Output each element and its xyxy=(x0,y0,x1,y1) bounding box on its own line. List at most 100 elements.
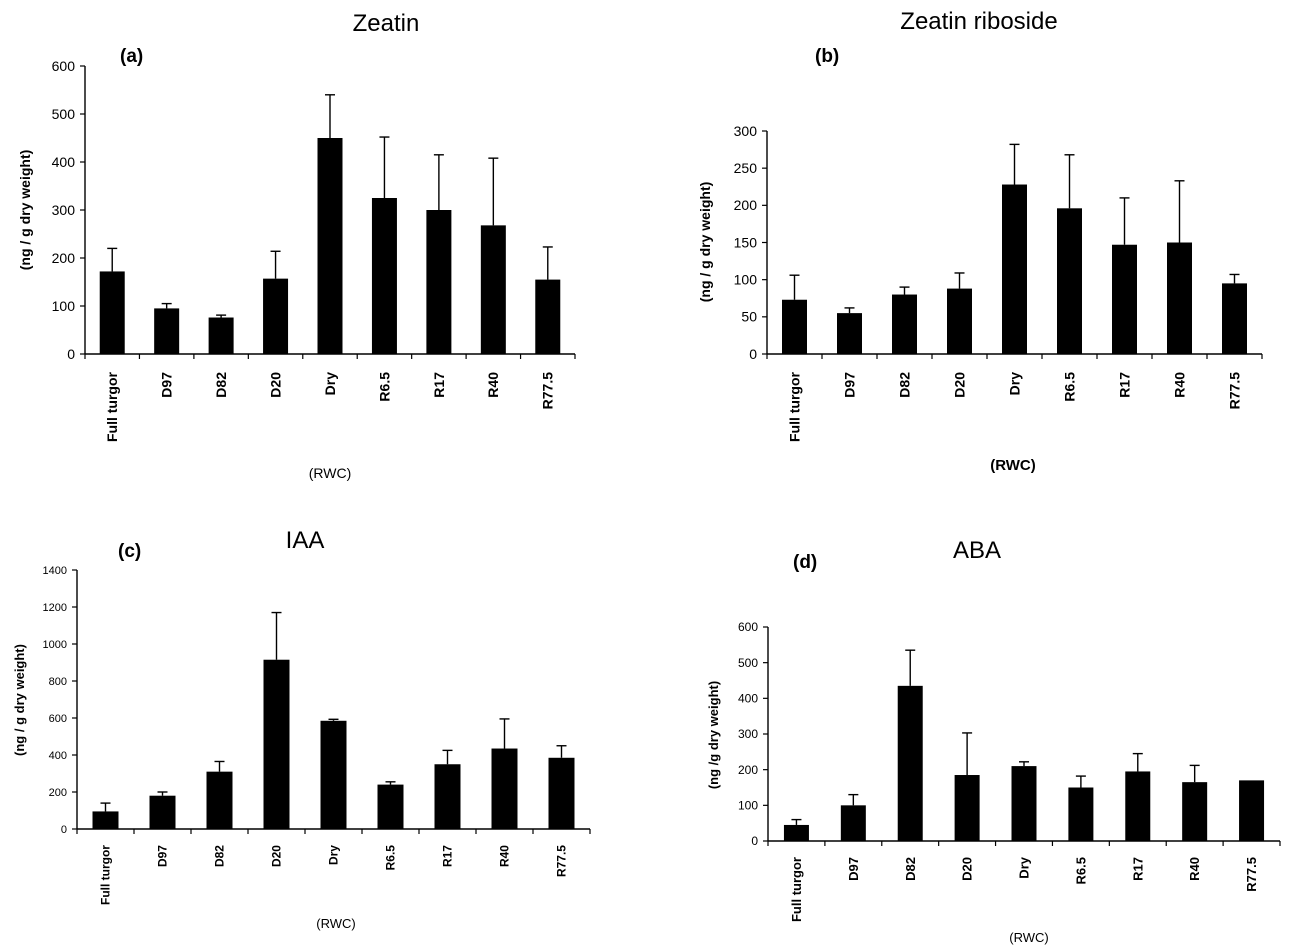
bar xyxy=(99,271,125,354)
bar xyxy=(377,784,404,829)
y-tick-label: 300 xyxy=(734,123,758,139)
bar xyxy=(954,775,980,841)
bar xyxy=(1182,782,1208,841)
plot-area: 0 200 400 600 800 1000 1200 1400 Full turgor D97 D… xyxy=(43,565,591,905)
x-tick-label: D97 xyxy=(159,372,175,398)
y-tick-label: 250 xyxy=(734,160,758,176)
y-tick-label: 500 xyxy=(738,656,758,670)
y-tick-label: 50 xyxy=(741,309,757,325)
x-tick-label: D20 xyxy=(960,857,975,881)
x-tick-label: D97 xyxy=(846,857,861,881)
x-tick-label: D82 xyxy=(903,857,918,881)
y-tick-label: 600 xyxy=(738,620,758,634)
y-tick-label: 0 xyxy=(751,834,758,848)
y-tick-label: 150 xyxy=(734,234,758,250)
x-tick-label: R77.5 xyxy=(555,845,569,877)
y-tick-label: 400 xyxy=(52,154,76,170)
chart-panel-a: Zeatin (a) (ng / g dry weight) (RWC) 0 10… xyxy=(17,10,576,481)
bar xyxy=(263,659,290,829)
panel-label: (c) xyxy=(118,541,141,562)
chart-panel-b: Zeatin riboside (b) (ng / g dry weight) … xyxy=(697,8,1263,474)
bar xyxy=(320,720,347,829)
plot-area: 0 100 200 300 400 500 600 Full turgor D97 D82 D20 D… xyxy=(738,620,1281,922)
bar xyxy=(892,294,917,354)
bar xyxy=(1057,208,1082,354)
y-tick-label: 200 xyxy=(49,787,67,799)
bar xyxy=(491,748,518,829)
x-axis-label: (RWC) xyxy=(1009,930,1048,945)
x-axis-label: (RWC) xyxy=(316,916,355,931)
x-tick-label: D20 xyxy=(267,372,283,398)
bar xyxy=(783,824,809,841)
y-axis-label: (ng / g dry weight) xyxy=(17,150,33,271)
x-tick-label: R17 xyxy=(1130,857,1145,881)
x-axis-label: (RWC) xyxy=(309,465,352,481)
x-tick-label: Full turgor xyxy=(99,845,113,905)
bar xyxy=(1068,787,1094,841)
bar xyxy=(1222,283,1247,354)
x-tick-label: D97 xyxy=(841,372,857,398)
bar xyxy=(535,279,561,354)
chart-title: IAA xyxy=(286,527,325,554)
chart-panel-c: IAA (c) (ng / g dry weight) (RWC) 0 200 40… xyxy=(12,527,591,931)
y-tick-label: 200 xyxy=(734,197,758,213)
y-axis-label: (ng /g dry weight) xyxy=(706,681,721,789)
bar xyxy=(837,313,862,354)
panel-label: (d) xyxy=(793,552,817,573)
x-tick-label: R6.5 xyxy=(376,372,392,402)
x-tick-label: R40 xyxy=(1171,372,1187,398)
chart-title: Zeatin xyxy=(353,10,420,37)
bar xyxy=(1239,780,1265,841)
y-tick-label: 100 xyxy=(734,272,758,288)
x-tick-label: D82 xyxy=(213,845,227,867)
y-axis-label: (ng / g dry weight) xyxy=(12,644,27,756)
bar xyxy=(548,757,575,829)
bar xyxy=(206,771,233,829)
bar xyxy=(263,278,289,354)
x-tick-label: Dry xyxy=(322,372,338,396)
x-tick-label: D97 xyxy=(156,845,170,867)
bar xyxy=(782,299,807,354)
chart-title: ABA xyxy=(953,537,1001,564)
x-tick-label: D82 xyxy=(213,372,229,398)
bar xyxy=(1112,244,1137,354)
y-tick-label: 400 xyxy=(738,692,758,706)
chart-title: Zeatin riboside xyxy=(900,8,1057,35)
y-tick-label: 100 xyxy=(52,298,76,314)
y-tick-label: 600 xyxy=(52,58,76,74)
bar xyxy=(1125,771,1151,841)
bar xyxy=(947,288,972,354)
x-tick-label: R77.5 xyxy=(1226,372,1242,410)
plot-area: 0 100 200 300 400 500 600 Full turgor D97 D82 D20 D… xyxy=(52,58,576,442)
y-tick-label: 800 xyxy=(49,676,67,688)
panel-label: (a) xyxy=(120,46,143,67)
y-tick-label: 300 xyxy=(738,727,758,741)
bar xyxy=(1167,242,1192,354)
y-axis-label: (ng / g dry weight) xyxy=(697,182,713,303)
bar xyxy=(840,805,866,841)
y-tick-label: 1400 xyxy=(43,565,67,577)
bar xyxy=(149,795,176,829)
bar xyxy=(1011,766,1037,841)
x-tick-label: D20 xyxy=(270,845,284,867)
x-tick-label: Full turgor xyxy=(789,857,804,922)
bar xyxy=(317,138,343,354)
x-tick-label: R40 xyxy=(498,845,512,867)
y-tick-label: 0 xyxy=(61,824,67,836)
bar xyxy=(92,811,119,829)
bar xyxy=(480,225,506,354)
y-tick-label: 1200 xyxy=(43,602,67,614)
bar xyxy=(434,764,461,829)
panel-label: (b) xyxy=(815,46,839,67)
y-tick-label: 200 xyxy=(52,250,76,266)
bar xyxy=(426,210,452,354)
bar xyxy=(1002,184,1027,354)
x-tick-label: Full turgor xyxy=(104,371,120,442)
x-tick-label: R17 xyxy=(441,845,455,867)
y-tick-label: 300 xyxy=(52,202,76,218)
bar xyxy=(154,308,180,354)
x-axis-label: (RWC) xyxy=(990,457,1036,474)
y-tick-label: 500 xyxy=(52,106,76,122)
y-tick-label: 100 xyxy=(738,799,758,813)
